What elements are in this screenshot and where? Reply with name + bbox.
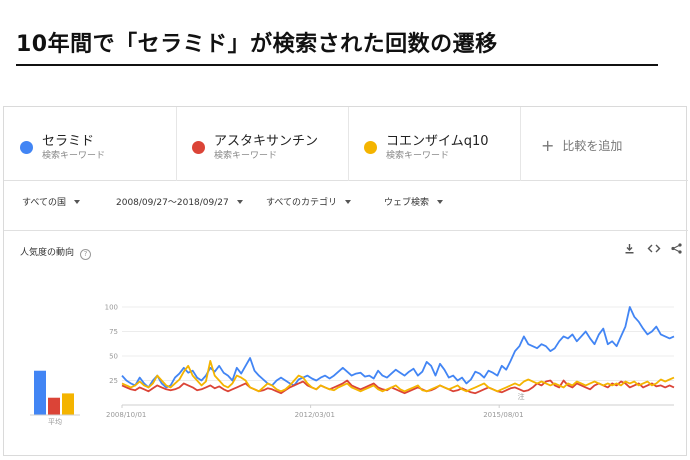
search-type-value: ウェブ検索 — [384, 198, 430, 208]
search-type-dropdown[interactable]: ウェブ検索 — [384, 195, 444, 208]
term-1-name: セラミド — [42, 134, 95, 149]
note-marker: 注 — [518, 392, 525, 401]
search-term-1[interactable]: セラミド 検索キーワード — [4, 107, 176, 181]
chevron-down-icon — [345, 200, 352, 204]
term-2-name: アスタキサンチン — [214, 134, 319, 149]
interest-over-time-label: 人気度の動向 — [20, 248, 75, 258]
interest-over-time-title: 人気度の動向? — [20, 245, 92, 260]
help-icon[interactable]: ? — [80, 249, 92, 260]
search-terms-bar: セラミド 検索キーワード アスタキサンチン 検索キーワード コエンザイムq10 … — [4, 107, 688, 181]
headline-underline — [16, 64, 658, 66]
x-tick-label: 2012/03/01 — [295, 411, 335, 419]
y-tick-label: 100 — [105, 304, 118, 312]
y-tick-label: 25 — [109, 377, 118, 385]
filter-bar: すべての国 2008/09/27～2018/09/27 すべてのカテゴリ ウェブ… — [4, 181, 688, 231]
add-comparison-label: 比較を追加 — [562, 139, 623, 153]
category-dropdown[interactable]: すべてのカテゴリ — [266, 195, 352, 208]
series-line-1 — [121, 306, 675, 389]
term-2-color-dot — [192, 141, 205, 154]
average-bar — [34, 370, 46, 415]
term-3-color-dot — [364, 141, 377, 154]
term-divider — [520, 107, 521, 181]
average-bar — [62, 393, 74, 415]
series-line-3 — [121, 359, 675, 393]
trends-chart: 25 50 75 100 2008/10/01 2012/03/01 2015/08/01 注… — [30, 304, 675, 426]
search-term-2[interactable]: アスタキサンチン 検索キーワード — [176, 107, 348, 181]
category-value: すべてのカテゴリ — [266, 198, 338, 208]
series-line-2 — [121, 379, 675, 395]
search-term-3[interactable]: コエンザイムq10 検索キーワード — [348, 107, 520, 181]
chevron-down-icon — [437, 200, 444, 204]
term-1-type: 検索キーワード — [42, 151, 106, 161]
term-3-type: 検索キーワード — [386, 151, 450, 161]
term-2-type: 検索キーワード — [214, 151, 278, 161]
plus-icon: + — [541, 136, 555, 155]
trends-panel: セラミド 検索キーワード アスタキサンチン 検索キーワード コエンザイムq10 … — [3, 106, 688, 456]
x-tick-label: 2008/10/01 — [106, 411, 146, 419]
page-headline: 10年間で「セラミド」が検索された回数の遷移 — [16, 32, 498, 57]
share-icon — [671, 243, 682, 254]
region-value: すべての国 — [22, 198, 67, 208]
term-divider — [348, 107, 349, 181]
embed-button[interactable] — [647, 243, 661, 257]
y-tick-label: 50 — [109, 353, 118, 361]
average-label: 平均 — [48, 417, 62, 426]
term-1-color-dot — [20, 141, 33, 154]
download-icon — [625, 244, 634, 254]
download-button[interactable] — [624, 243, 635, 257]
add-comparison-button[interactable]: + 比較を追加 — [541, 136, 622, 155]
region-dropdown[interactable]: すべての国 — [22, 195, 81, 208]
x-tick-label: 2015/08/01 — [483, 411, 523, 419]
term-3-name: コエンザイムq10 — [386, 134, 489, 149]
term-divider — [176, 107, 177, 181]
average-bar — [48, 397, 60, 415]
y-tick-label: 75 — [109, 328, 118, 336]
date-range-value: 2008/09/27～2018/09/27 — [116, 198, 229, 208]
chevron-down-icon — [236, 200, 243, 204]
share-button[interactable] — [671, 243, 682, 257]
chevron-down-icon — [74, 200, 81, 204]
date-range-dropdown[interactable]: 2008/09/27～2018/09/27 — [116, 195, 243, 208]
embed-icon — [647, 244, 661, 253]
